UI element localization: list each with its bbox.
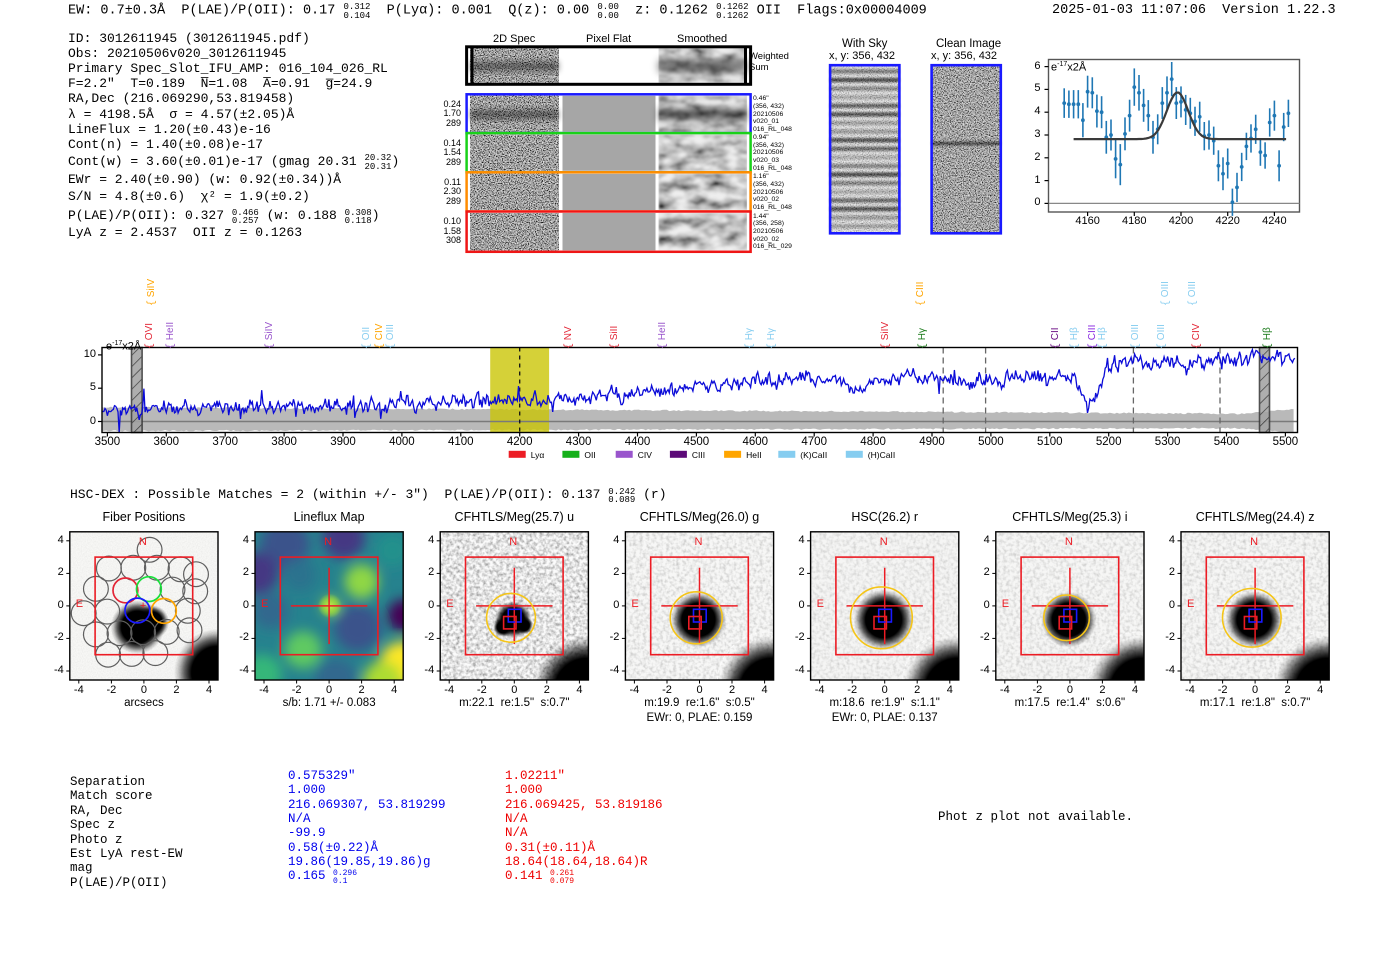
svg-text:+: + [140,600,146,612]
